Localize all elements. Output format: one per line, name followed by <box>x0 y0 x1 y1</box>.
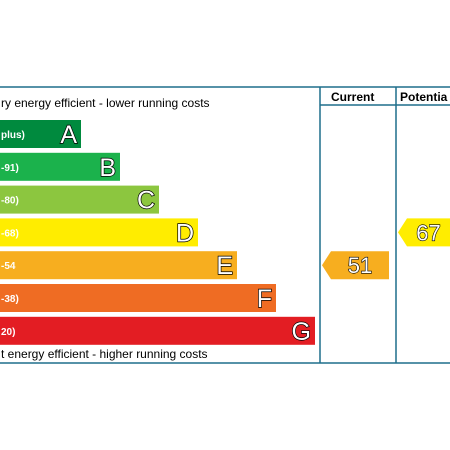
band-letter-d: D <box>176 219 194 247</box>
band-bar-d <box>0 218 198 247</box>
band-bar-g <box>0 316 315 345</box>
current-rating-arrow <box>322 251 389 280</box>
band-range-b: -91) <box>1 163 19 174</box>
band-range-d: -68) <box>1 228 19 239</box>
band-bar-f <box>0 284 276 312</box>
potential-column-header: Potentia <box>400 90 448 104</box>
band-bar-e <box>0 251 237 280</box>
potential-rating-value: 67 <box>416 220 440 245</box>
chart-grid <box>0 86 450 364</box>
band-range-e: -54 <box>1 261 16 272</box>
band-letter-b: B <box>99 154 116 182</box>
band-range-a: plus) <box>1 130 25 141</box>
rating-bands: plus) A -91) B -80) C -68) D -54 E -38) F 20) G <box>0 120 315 346</box>
band-letter-e: E <box>216 252 233 280</box>
band-bar-a <box>0 120 81 148</box>
band-range-f: -38) <box>1 294 19 305</box>
current-column-header: Current <box>331 90 374 104</box>
top-caption: ry energy efficient - lower running cost… <box>1 96 210 110</box>
bottom-caption: t energy efficient - higher running cost… <box>1 347 208 361</box>
band-range-g: 20) <box>1 327 15 338</box>
band-bar-b <box>0 152 120 181</box>
band-bar-c <box>0 185 159 214</box>
band-letter-a: A <box>60 121 77 149</box>
band-letter-c: C <box>137 187 155 215</box>
rating-pointers: 51 67 <box>322 218 450 280</box>
band-range-c: -80) <box>1 196 19 207</box>
current-rating-value: 51 <box>348 253 372 278</box>
band-letter-f: F <box>257 285 272 313</box>
band-letter-g: G <box>292 318 311 346</box>
potential-rating-arrow <box>398 218 450 247</box>
